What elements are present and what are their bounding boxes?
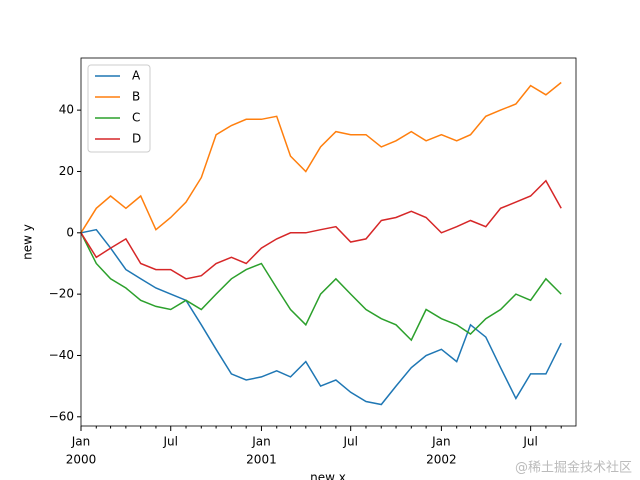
x-tick-label: Jan bbox=[431, 435, 451, 449]
plot-frame bbox=[80, 57, 577, 427]
watermark: @稀土掘金技术社区 bbox=[515, 460, 632, 476]
legend-label: A bbox=[132, 69, 141, 83]
y-tick-label: 0 bbox=[66, 225, 74, 239]
x-tick-label: Jan bbox=[71, 435, 91, 449]
legend-box bbox=[87, 64, 151, 153]
series-line bbox=[80, 228, 562, 406]
legend-label: C bbox=[132, 111, 140, 125]
x-tick-label: 2002 bbox=[426, 453, 457, 467]
legend-label: D bbox=[132, 132, 141, 146]
y-tick-label: 40 bbox=[59, 103, 74, 117]
y-tick-label: −20 bbox=[49, 287, 74, 301]
series-line bbox=[80, 81, 562, 234]
x-tick-label: Jul bbox=[342, 435, 357, 449]
x-tick-label: Jan bbox=[251, 435, 271, 449]
legend-label: B bbox=[132, 90, 140, 104]
x-tick-label: Jul bbox=[162, 435, 177, 449]
series-line bbox=[80, 179, 562, 280]
x-tick-label: 2001 bbox=[246, 453, 277, 467]
series-line bbox=[80, 232, 562, 342]
y-tick-label: 20 bbox=[59, 164, 74, 178]
y-axis-label: new y bbox=[21, 224, 35, 260]
x-tick-label: Jul bbox=[522, 435, 537, 449]
x-tick-label: 2000 bbox=[66, 453, 97, 467]
x-axis-label: new x bbox=[310, 471, 346, 480]
y-tick-label: −60 bbox=[49, 409, 74, 423]
y-tick-label: −40 bbox=[49, 348, 74, 362]
